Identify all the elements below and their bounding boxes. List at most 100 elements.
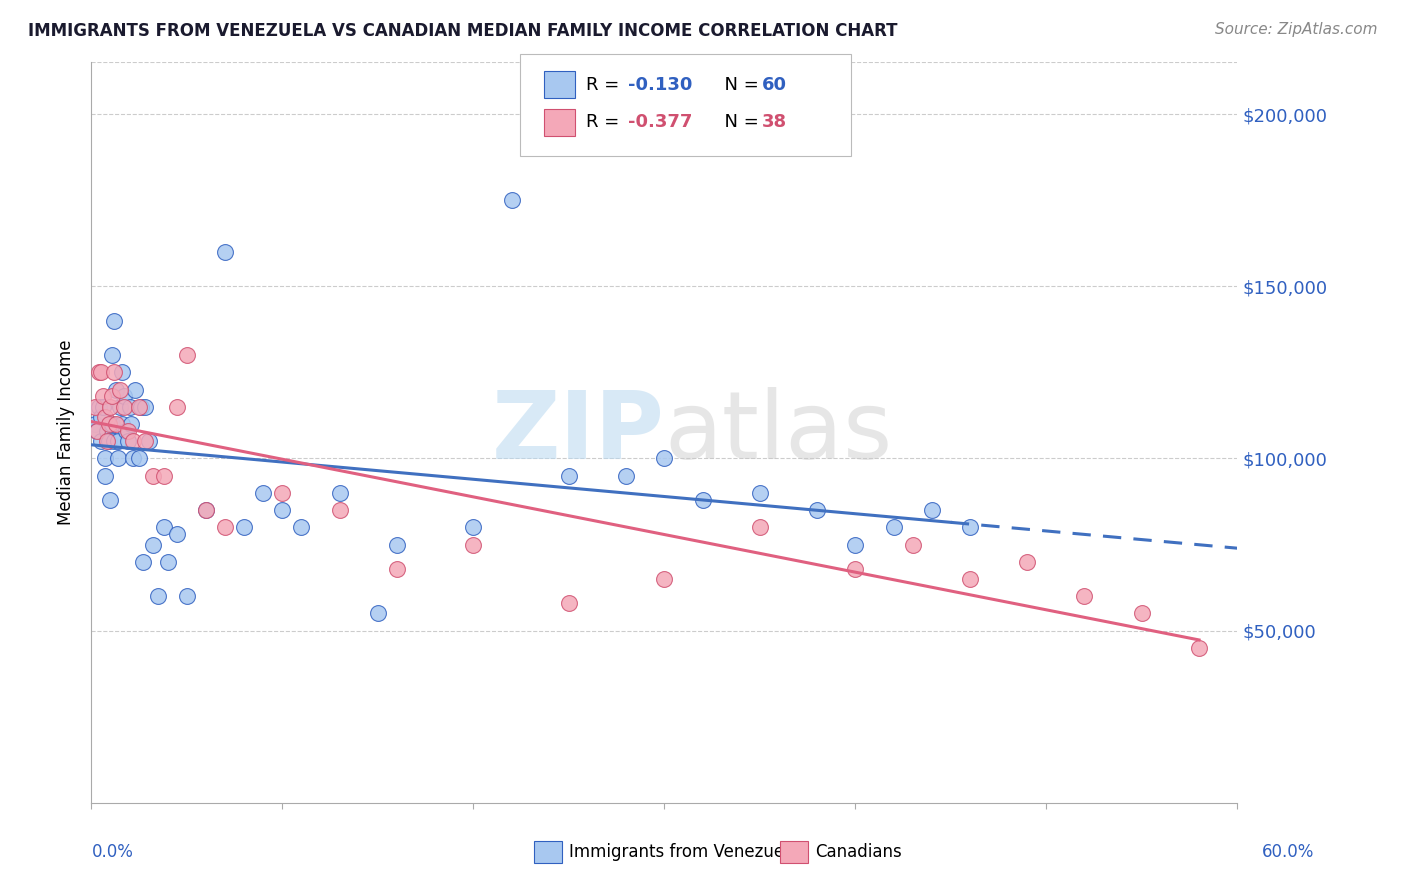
Point [194, 503, 217, 517]
Point [134, 434, 156, 449]
Point [138, 434, 160, 449]
Point [108, 383, 131, 397]
Point [128, 400, 150, 414]
Point [105, 417, 128, 431]
Point [463, 537, 485, 551]
Point [111, 417, 134, 431]
Point [271, 486, 294, 500]
Text: IMMIGRANTS FROM VENEZUELA VS CANADIAN MEDIAN FAMILY INCOME CORRELATION CHART: IMMIGRANTS FROM VENEZUELA VS CANADIAN ME… [28, 22, 897, 40]
Point [214, 244, 236, 259]
Point [882, 520, 904, 534]
Text: N =: N = [713, 113, 765, 131]
Point [94, 468, 117, 483]
Point [90, 434, 112, 449]
Text: 60.0%: 60.0% [1263, 843, 1315, 861]
Point [84, 400, 107, 414]
Point [385, 537, 408, 551]
Point [252, 486, 274, 500]
Point [692, 492, 714, 507]
Point [959, 520, 981, 534]
Point [134, 400, 156, 414]
Point [1073, 589, 1095, 603]
Point [111, 365, 134, 379]
Point [921, 503, 943, 517]
Point [166, 527, 188, 541]
Point [94, 410, 117, 425]
Point [148, 589, 170, 603]
Text: Immigrants from Venezuela: Immigrants from Venezuela [569, 843, 799, 861]
Point [96, 424, 118, 438]
Point [652, 451, 675, 466]
Point [97, 417, 120, 431]
Point [329, 486, 352, 500]
Text: -0.377: -0.377 [628, 113, 693, 131]
Point [141, 468, 163, 483]
Point [124, 383, 146, 397]
Point [844, 561, 866, 575]
Text: 60: 60 [762, 76, 787, 94]
Point [101, 417, 124, 431]
Point [105, 383, 128, 397]
Point [90, 365, 112, 379]
Point [118, 400, 141, 414]
Point [176, 348, 198, 362]
Point [153, 468, 176, 483]
Point [367, 607, 389, 621]
Point [112, 400, 135, 414]
Point [94, 451, 117, 466]
Point [901, 537, 924, 551]
Point [329, 503, 352, 517]
Point [194, 503, 217, 517]
Point [1130, 607, 1153, 621]
Point [233, 520, 256, 534]
Point [463, 520, 485, 534]
Point [87, 400, 110, 414]
Point [114, 424, 136, 438]
Point [84, 417, 107, 431]
Point [614, 468, 637, 483]
Point [132, 555, 155, 569]
Point [101, 389, 124, 403]
Point [122, 434, 145, 449]
Point [1017, 555, 1039, 569]
Point [153, 520, 176, 534]
Point [103, 314, 125, 328]
Point [141, 537, 163, 551]
Text: -0.130: -0.130 [628, 76, 693, 94]
Point [91, 400, 114, 414]
Point [103, 434, 125, 449]
Point [103, 365, 125, 379]
Text: atlas: atlas [664, 386, 893, 479]
Point [385, 561, 408, 575]
Point [1188, 640, 1211, 655]
Point [501, 193, 523, 207]
Text: ZIP: ZIP [492, 386, 664, 479]
Point [121, 417, 143, 431]
Point [156, 555, 179, 569]
Point [128, 451, 150, 466]
Point [90, 410, 112, 425]
Text: Source: ZipAtlas.com: Source: ZipAtlas.com [1215, 22, 1378, 37]
Point [176, 589, 198, 603]
Point [959, 572, 981, 586]
Point [86, 424, 108, 438]
Point [748, 486, 770, 500]
Text: 0.0%: 0.0% [91, 843, 134, 861]
Point [129, 400, 152, 414]
Point [122, 451, 145, 466]
Point [100, 492, 122, 507]
Point [558, 596, 581, 610]
Point [290, 520, 312, 534]
Point [91, 389, 114, 403]
Point [271, 503, 294, 517]
Point [117, 424, 139, 438]
Text: Canadians: Canadians [815, 843, 903, 861]
Point [214, 520, 236, 534]
Point [86, 424, 108, 438]
Point [117, 434, 139, 449]
Point [112, 389, 135, 403]
Point [87, 365, 110, 379]
Point [97, 434, 120, 449]
Point [107, 434, 129, 449]
Text: R =: R = [586, 76, 626, 94]
